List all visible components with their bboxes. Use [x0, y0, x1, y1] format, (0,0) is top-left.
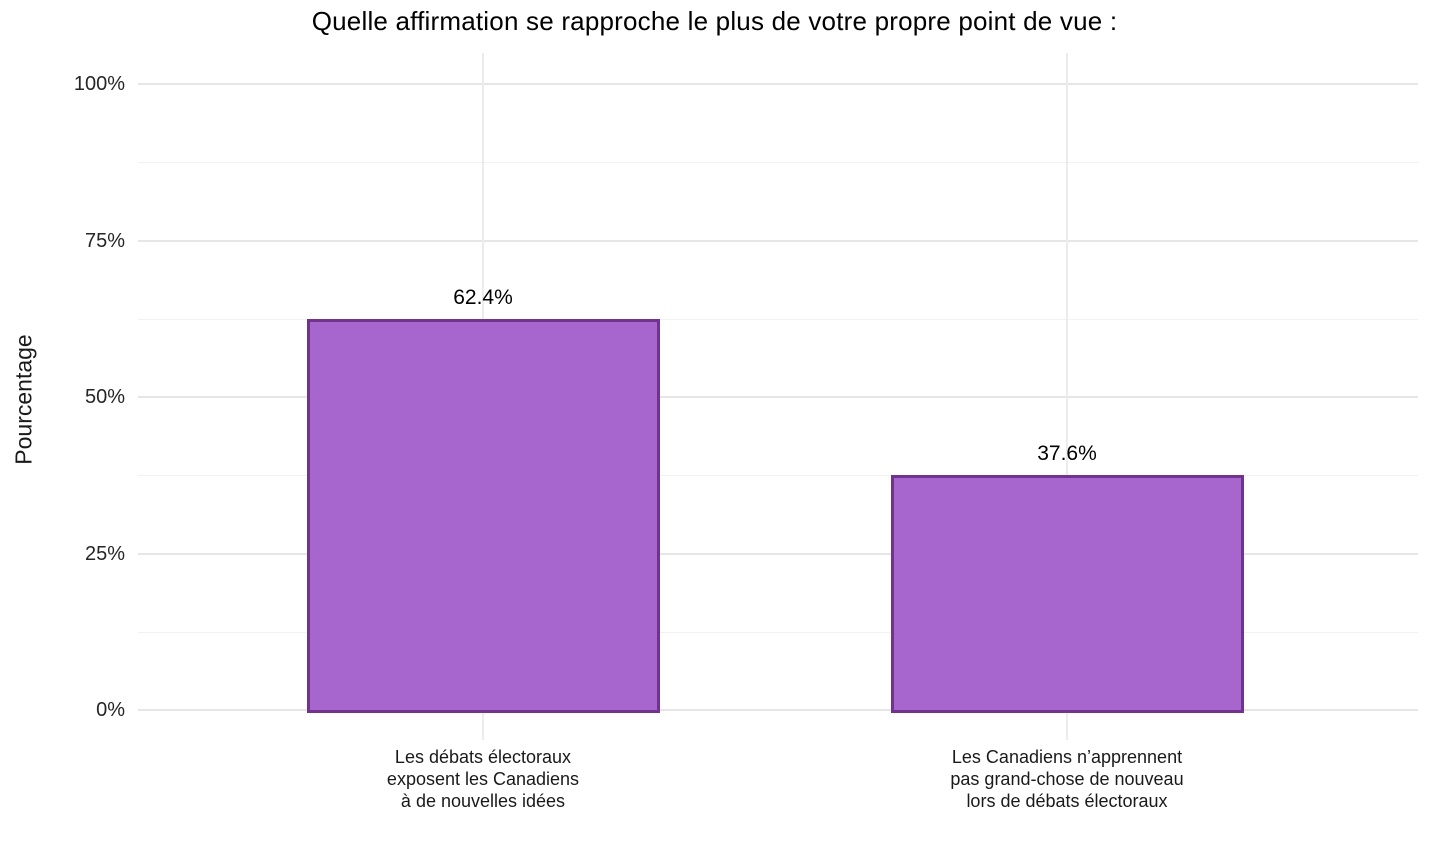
gridline-major: [138, 553, 1418, 555]
y-axis-tick-label: 75%: [84, 230, 125, 252]
gridline-minor: [138, 475, 1418, 476]
y-axis-tick-label: 0%: [96, 699, 125, 721]
gridline-major: [138, 240, 1418, 242]
gridline-minor: [138, 632, 1418, 633]
gridline-major: [138, 709, 1418, 711]
gridline-major: [138, 83, 1418, 85]
gridline-minor: [138, 162, 1418, 163]
x-axis-tick-label: Les Canadiens n’apprennent pas grand-cho…: [950, 747, 1184, 811]
bar-value-label: 62.4%: [453, 286, 513, 309]
gridline-minor: [138, 319, 1418, 320]
chart-title: Quelle affirmation se rapproche le plus …: [311, 6, 1118, 36]
bar-value-label: 37.6%: [1037, 442, 1097, 465]
x-axis-tick-label: Les débats électoraux exposent les Canad…: [386, 747, 580, 811]
y-axis-tick-label: 100%: [73, 73, 125, 95]
bar[interactable]: [891, 475, 1244, 713]
bar[interactable]: [307, 319, 660, 713]
y-axis-tick-label: 50%: [84, 386, 125, 408]
gridline-major: [138, 396, 1418, 398]
gridline-vertical: [1066, 53, 1068, 740]
y-axis-tick-label: 25%: [84, 543, 125, 565]
